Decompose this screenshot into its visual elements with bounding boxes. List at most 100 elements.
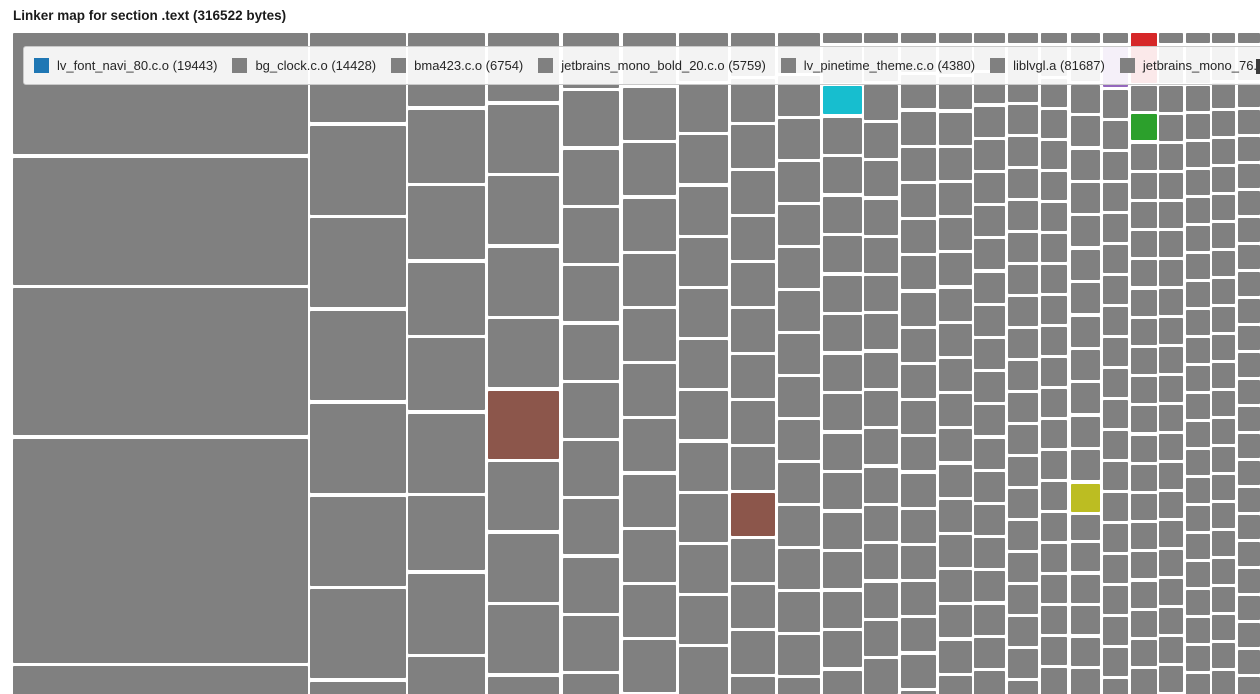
treemap-block[interactable]: [1041, 172, 1067, 200]
treemap-block[interactable]: [974, 339, 1005, 369]
treemap-block[interactable]: [310, 311, 406, 401]
treemap-block[interactable]: [310, 589, 406, 679]
treemap-block[interactable]: [1159, 405, 1183, 431]
treemap-block[interactable]: [1131, 114, 1157, 141]
treemap-block[interactable]: [864, 429, 898, 465]
treemap-block[interactable]: [778, 592, 820, 632]
treemap-block[interactable]: [901, 509, 936, 543]
treemap-block[interactable]: [1212, 419, 1235, 444]
treemap-block[interactable]: [1103, 648, 1128, 676]
treemap-block[interactable]: [1212, 447, 1235, 472]
treemap-block[interactable]: [1103, 307, 1128, 335]
treemap-block[interactable]: [864, 122, 898, 158]
treemap-block[interactable]: [731, 309, 775, 352]
treemap-block[interactable]: [823, 433, 862, 470]
treemap-block[interactable]: [901, 473, 936, 507]
treemap-block[interactable]: [1159, 579, 1183, 605]
treemap-block[interactable]: [901, 582, 936, 616]
treemap-block[interactable]: [1238, 407, 1260, 431]
treemap-block[interactable]: [1041, 544, 1067, 572]
treemap-block[interactable]: [1103, 183, 1128, 211]
treemap-block[interactable]: [408, 496, 485, 570]
treemap-block[interactable]: [1131, 552, 1157, 579]
treemap-block[interactable]: [1159, 376, 1183, 402]
treemap-block[interactable]: [1159, 492, 1183, 518]
treemap-block[interactable]: [1071, 669, 1100, 694]
treemap-block[interactable]: [1159, 260, 1183, 286]
treemap-block[interactable]: [1159, 608, 1183, 634]
treemap-block[interactable]: [1186, 366, 1210, 391]
treemap-block[interactable]: [623, 253, 676, 306]
treemap-block[interactable]: [623, 88, 676, 141]
treemap-block[interactable]: [13, 288, 308, 435]
treemap-block[interactable]: [1159, 289, 1183, 315]
treemap-block[interactable]: [1071, 216, 1100, 247]
treemap-block[interactable]: [864, 276, 898, 312]
treemap-block[interactable]: [1238, 137, 1260, 161]
treemap-block[interactable]: [623, 640, 676, 693]
treemap-block[interactable]: [623, 309, 676, 361]
treemap-block[interactable]: [901, 365, 936, 398]
treemap-block[interactable]: [1008, 649, 1038, 678]
treemap-block[interactable]: [974, 206, 1005, 237]
treemap-block[interactable]: [1103, 462, 1128, 490]
treemap-block[interactable]: [1238, 542, 1260, 566]
treemap-block[interactable]: [974, 106, 1005, 137]
treemap-block[interactable]: [864, 161, 898, 197]
treemap-block[interactable]: [679, 289, 728, 337]
treemap-block[interactable]: [1159, 521, 1183, 547]
treemap-block[interactable]: [1238, 353, 1260, 377]
treemap-block[interactable]: [1131, 523, 1157, 550]
treemap-block[interactable]: [1159, 463, 1183, 489]
treemap-block[interactable]: [1103, 679, 1128, 694]
treemap-block[interactable]: [939, 359, 972, 391]
treemap-block[interactable]: [901, 184, 936, 217]
treemap-block[interactable]: [901, 220, 936, 254]
treemap-block[interactable]: [974, 505, 1005, 535]
treemap-block[interactable]: [1131, 172, 1157, 199]
treemap-block[interactable]: [974, 305, 1005, 336]
treemap-block[interactable]: [1103, 493, 1128, 521]
treemap-block[interactable]: [1238, 191, 1260, 215]
treemap-block[interactable]: [1131, 143, 1157, 170]
treemap-block[interactable]: [731, 125, 775, 168]
treemap-block[interactable]: [1041, 141, 1067, 169]
treemap-block[interactable]: [1103, 400, 1128, 428]
treemap-block[interactable]: [823, 236, 862, 272]
treemap-block[interactable]: [1212, 671, 1235, 694]
treemap-block[interactable]: [1186, 254, 1210, 279]
treemap-block[interactable]: [823, 670, 862, 694]
treemap-block[interactable]: [823, 512, 862, 549]
treemap-block[interactable]: [679, 237, 728, 286]
treemap-block[interactable]: [1159, 173, 1183, 199]
treemap-block[interactable]: [1212, 167, 1235, 192]
treemap-block[interactable]: [1131, 289, 1157, 316]
treemap-block[interactable]: [1008, 329, 1038, 358]
treemap-block[interactable]: [488, 104, 559, 173]
treemap-block[interactable]: [1186, 590, 1210, 615]
treemap-block[interactable]: [679, 647, 728, 694]
treemap-block[interactable]: [1159, 347, 1183, 373]
treemap-block[interactable]: [1131, 260, 1157, 287]
treemap-block[interactable]: [1041, 358, 1067, 386]
treemap-block[interactable]: [1238, 434, 1260, 458]
treemap-block[interactable]: [1071, 606, 1100, 635]
treemap-block[interactable]: [823, 315, 862, 351]
treemap-block[interactable]: [679, 391, 728, 440]
treemap-block[interactable]: [901, 111, 936, 145]
treemap-block[interactable]: [1186, 534, 1210, 559]
treemap-block[interactable]: [408, 186, 485, 259]
treemap-block[interactable]: [1186, 674, 1210, 694]
treemap-block[interactable]: [1103, 524, 1128, 552]
treemap-block[interactable]: [864, 544, 898, 580]
treemap-block[interactable]: [731, 263, 775, 306]
treemap-block[interactable]: [1131, 494, 1157, 520]
treemap-block[interactable]: [939, 288, 972, 321]
treemap-block[interactable]: [1238, 164, 1260, 188]
treemap-block[interactable]: [823, 275, 862, 312]
treemap-block[interactable]: [1131, 348, 1157, 374]
treemap-block[interactable]: [974, 604, 1005, 635]
treemap-block[interactable]: [1041, 451, 1067, 479]
treemap-block[interactable]: [939, 535, 972, 567]
treemap-block[interactable]: [1212, 251, 1235, 276]
